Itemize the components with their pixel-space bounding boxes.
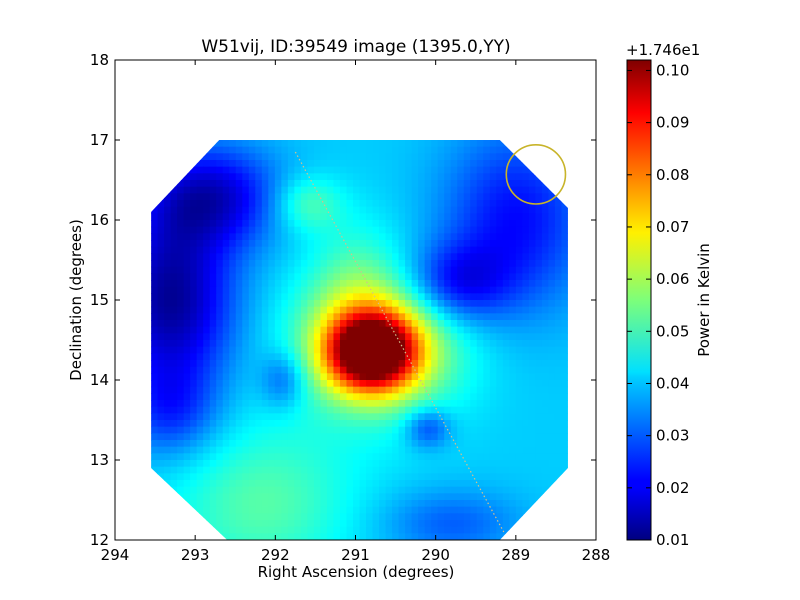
colorbar-tick-label: 0.09 [656, 114, 689, 132]
x-axis-label: Right Ascension (degrees) [258, 563, 455, 581]
x-tick-label: 294 [101, 546, 130, 564]
beam-circle [505, 143, 567, 205]
x-tick-label: 292 [261, 546, 290, 564]
colorbar-tick-label: 0.10 [656, 61, 689, 79]
heatmap-image [151, 140, 568, 540]
x-tick-label: 289 [502, 546, 531, 564]
colorbar-tick-label: 0.02 [656, 479, 689, 497]
x-tick-label: 290 [421, 546, 450, 564]
y-tick-label: 16 [90, 211, 109, 229]
y-axis: 12 13 14 15 16 17 18 [90, 51, 596, 549]
colorbar-tick-label: 0.07 [656, 218, 689, 236]
y-tick-label: 18 [90, 51, 109, 69]
y-tick-label: 12 [90, 531, 109, 549]
colorbar-tick-label: 0.01 [656, 531, 689, 549]
colorbar-tick-label: 0.08 [656, 166, 689, 184]
colorbar-tick-label: 0.05 [656, 322, 689, 340]
diagonal-line [294, 151, 505, 533]
colorbar-tick-label: 0.03 [656, 427, 689, 445]
colorbar-tick-label: 0.06 [656, 270, 689, 288]
y-tick-label: 17 [90, 131, 109, 149]
chart-title: W51vij, ID:39549 image (1395.0,YY) [201, 37, 510, 57]
colorbar-label: Power in Kelvin [695, 243, 713, 357]
colorbar [626, 59, 652, 541]
x-axis: 294 293 292 291 290 289 288 [101, 60, 611, 564]
x-tick-label: 291 [341, 546, 370, 564]
y-tick-label: 14 [90, 371, 109, 389]
x-tick-label: 293 [181, 546, 210, 564]
x-tick-label: 288 [582, 546, 611, 564]
colorbar-offset-label: +1.746e1 [626, 41, 700, 59]
colorbar-tick-label: 0.04 [656, 374, 689, 392]
colorbar-ticks: 0.01 0.02 0.03 0.04 0.05 0.06 0.07 0.08 0.09 0.10 [627, 61, 689, 549]
y-axis-label: Declination (degrees) [67, 219, 85, 381]
y-tick-label: 13 [90, 451, 109, 469]
y-tick-label: 15 [90, 291, 109, 309]
